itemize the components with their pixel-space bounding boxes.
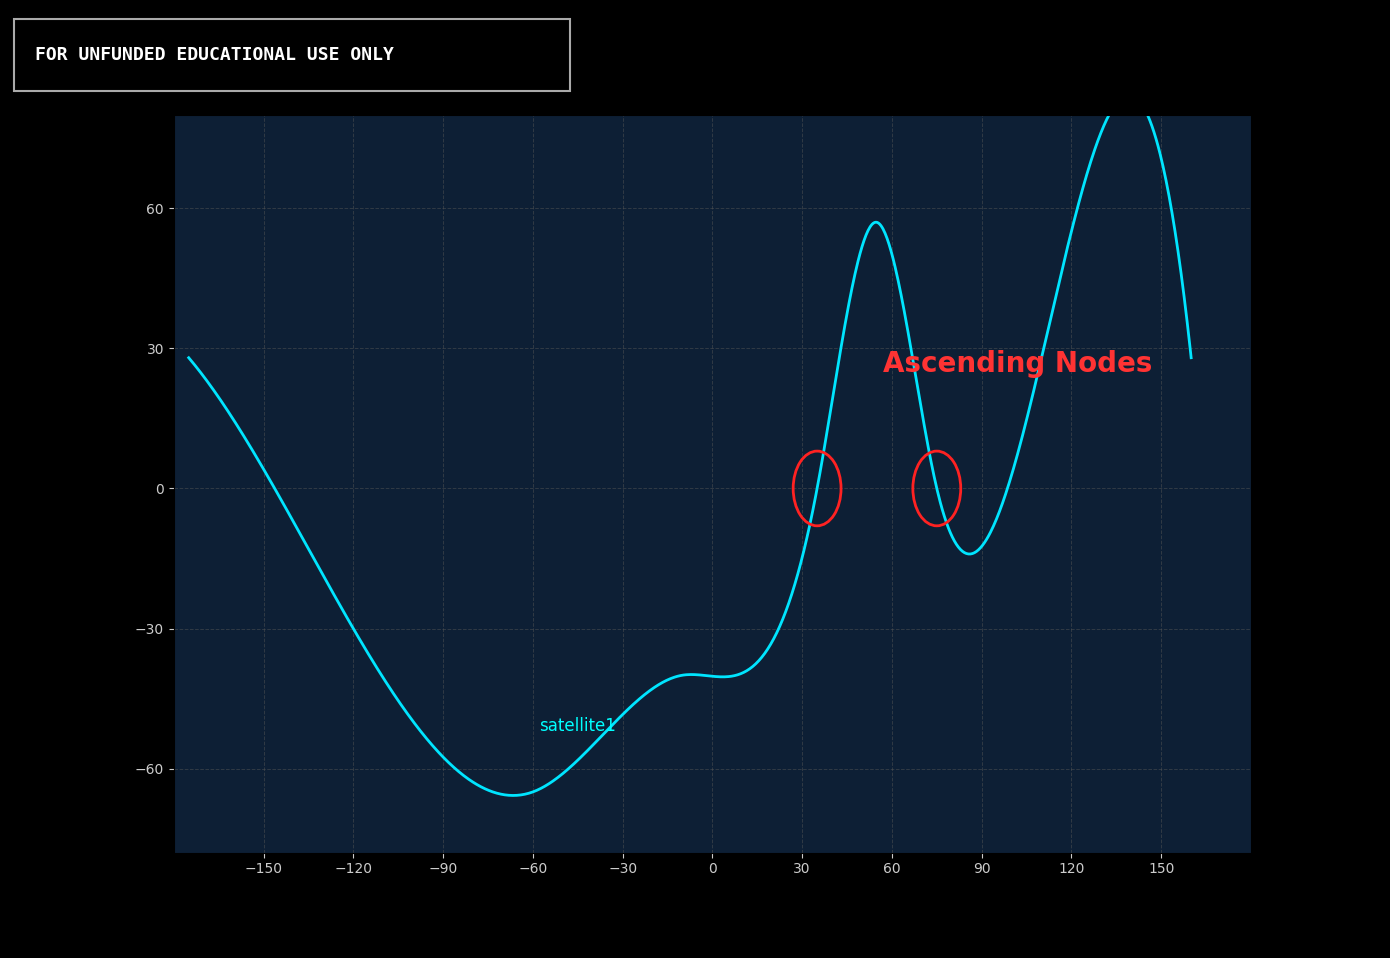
Text: Ascending Nodes: Ascending Nodes <box>883 350 1152 377</box>
Text: FOR UNFUNDED EDUCATIONAL USE ONLY: FOR UNFUNDED EDUCATIONAL USE ONLY <box>35 46 393 63</box>
FancyBboxPatch shape <box>14 19 570 91</box>
Text: satellite1: satellite1 <box>539 718 616 735</box>
